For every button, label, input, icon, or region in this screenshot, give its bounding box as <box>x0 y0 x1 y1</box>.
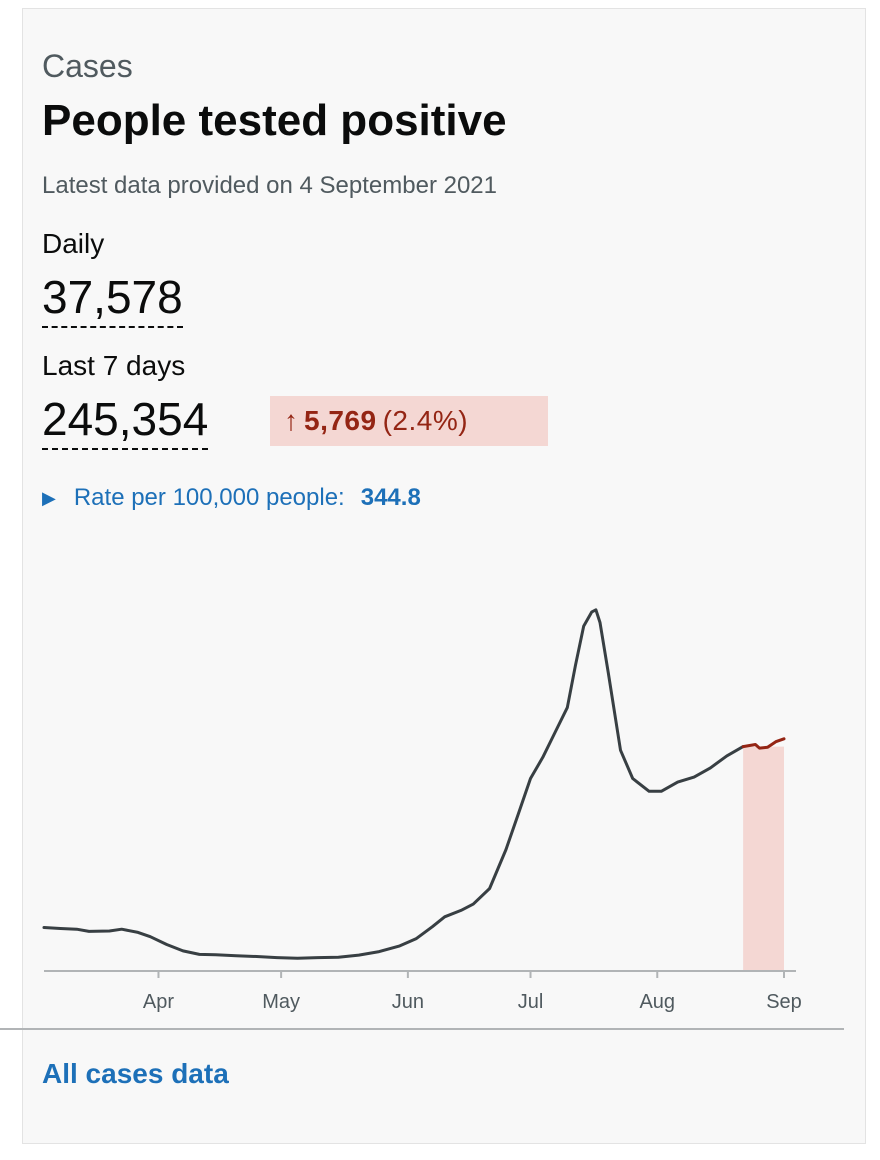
x-tick-label: May <box>262 991 300 1013</box>
cases-card <box>22 8 866 1144</box>
x-tick-label: Jun <box>392 991 424 1013</box>
x-tick-label: Sep <box>766 991 802 1013</box>
daily-label: Daily <box>42 228 105 259</box>
rate-disclosure[interactable]: ▶ Rate per 100,000 people: 344.8 <box>42 484 421 512</box>
last-7-days-label: Last 7 days <box>42 350 186 381</box>
x-tick-label: Aug <box>639 991 675 1013</box>
card-title: People tested positive <box>42 96 507 145</box>
card-divider <box>0 1028 844 1030</box>
change-badge: ↑ 5,769 (2.4%) <box>270 396 548 446</box>
rate-value: 344.8 <box>360 484 421 511</box>
change-percentage: (2.4%) <box>382 405 469 436</box>
change-value: 5,769 <box>304 405 377 436</box>
rate-label: Rate per 100,000 people: <box>73 484 345 511</box>
arrow-up-icon: ↑ <box>284 405 298 436</box>
last-7-days-value[interactable]: 245,354 <box>42 392 209 450</box>
daily-value[interactable]: 37,578 <box>42 270 183 328</box>
last-updated-text: Latest data provided on 4 September 2021 <box>42 172 497 199</box>
cases-line-chart: Apr May Jun Jul Aug Sep <box>42 608 802 1013</box>
highlight-band <box>743 746 784 970</box>
all-cases-data-link[interactable]: All cases data <box>42 1058 229 1089</box>
card-caption: Cases <box>42 48 133 84</box>
triangle-right-icon: ▶ <box>42 487 56 508</box>
x-tick-label: Apr <box>143 991 174 1013</box>
recent-cases-series-line <box>741 737 786 750</box>
cases-series-line <box>42 608 745 960</box>
x-tick-label: Jul <box>518 991 544 1013</box>
